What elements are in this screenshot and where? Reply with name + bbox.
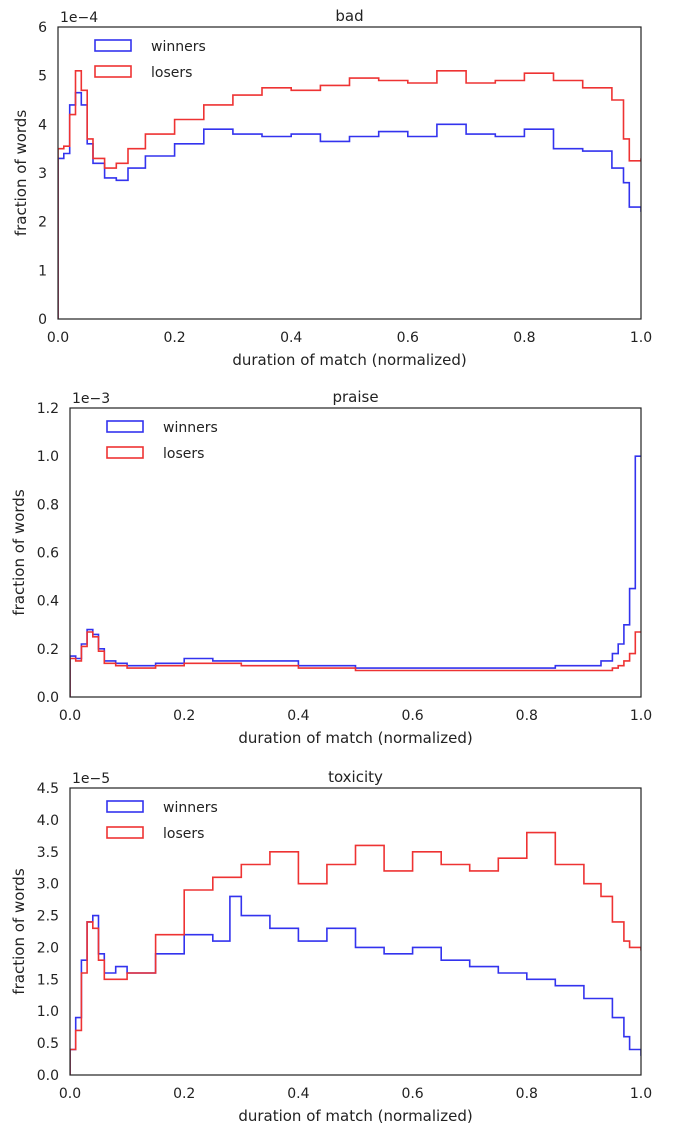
chart-title: praise [332, 388, 378, 406]
x-tick-label: 0.8 [516, 708, 538, 724]
legend-label: losers [163, 446, 204, 462]
legend-label: winners [163, 800, 218, 816]
y-tick-label: 0.0 [37, 1068, 59, 1084]
y-tick-label: 3.0 [37, 877, 59, 893]
y-axis-label: fraction of words [10, 868, 28, 994]
legend-swatch-losers [106, 446, 144, 459]
legend-label: winners [151, 39, 206, 55]
axis-scale-label: 1e−4 [60, 10, 98, 26]
plot-frame [57, 26, 642, 320]
axis-scale-label: 1e−3 [72, 391, 110, 407]
y-tick-label: 2.0 [37, 940, 59, 956]
chart-bad: 0.0 0.2 0.4 0.6 0.8 1.0 0 1 2 3 4 5 6 1e−4 bad duration… [12, 7, 652, 369]
legend: winners losers [94, 39, 206, 81]
plot-frame [69, 407, 642, 698]
x-tick-label: 0.8 [516, 1086, 538, 1102]
x-tick-label: 0.4 [280, 330, 302, 346]
y-tick-label: 4.5 [37, 781, 59, 797]
y-tick-label: 1 [38, 263, 47, 279]
x-tick-label: 1.0 [630, 1086, 652, 1102]
y-tick-label: 0.8 [37, 497, 59, 513]
legend-swatch-losers [94, 65, 132, 78]
y-tick-label: 1.2 [37, 401, 59, 417]
legend: winners losers [106, 420, 218, 462]
legend-label: losers [163, 826, 204, 842]
chart-toxicity: 0.0 0.2 0.4 0.6 0.8 1.0 0.0 0.5 1.0 1.5 2.0 2.5 3.0 3… [10, 768, 652, 1125]
y-axis-label: fraction of words [10, 489, 28, 615]
y-tick-label: 0.5 [37, 1036, 59, 1052]
y-tick-label: 5 [38, 69, 47, 85]
axis-scale-label: 1e−5 [72, 771, 110, 787]
plot-frame [69, 787, 642, 1076]
series-line-winners [70, 455, 641, 697]
series-line-winners [70, 895, 641, 1075]
y-tick-label: 3 [38, 166, 47, 182]
y-tick-label: 0.4 [37, 594, 59, 610]
y-tick-label: 2.5 [37, 909, 59, 925]
x-tick-label: 0.0 [59, 708, 81, 724]
x-tick-label: 0.2 [173, 1086, 195, 1102]
y-tick-label: 0 [38, 312, 47, 328]
y-tick-label: 6 [38, 20, 47, 36]
legend: winners losers [106, 800, 218, 842]
legend-swatch-losers [106, 826, 144, 839]
x-tick-label: 0.4 [287, 1086, 309, 1102]
y-tick-label: 4 [38, 117, 47, 133]
x-tick-label: 0.0 [47, 330, 69, 346]
x-tick-label: 0.2 [173, 708, 195, 724]
series-line-winners [58, 91, 641, 319]
x-tick-label: 0.6 [401, 708, 423, 724]
x-tick-label: 0.0 [59, 1086, 81, 1102]
x-tick-label: 0.6 [397, 330, 419, 346]
legend-swatch-winners [94, 39, 132, 52]
x-axis-label: duration of match (normalized) [238, 729, 472, 747]
x-tick-label: 0.8 [513, 330, 535, 346]
x-axis-label: duration of match (normalized) [238, 1107, 472, 1125]
x-axis-label: duration of match (normalized) [232, 351, 466, 369]
series-line-losers [70, 631, 641, 697]
legend-label: losers [151, 65, 192, 81]
legend-label: winners [163, 420, 218, 436]
chart-praise: 0.0 0.2 0.4 0.6 0.8 1.0 0.0 0.2 0.4 0.6 0.8 1.0 1.2 1… [10, 388, 652, 747]
series-line-losers [70, 831, 641, 1075]
y-tick-label: 1.0 [37, 449, 59, 465]
legend-swatch-winners [106, 800, 144, 813]
y-tick-label: 0.0 [37, 690, 59, 706]
y-tick-label: 3.5 [37, 845, 59, 861]
x-tick-label: 0.4 [287, 708, 309, 724]
chart-title: bad [335, 7, 363, 25]
y-tick-label: 2 [38, 215, 47, 231]
chart-title: toxicity [328, 768, 383, 786]
y-tick-label: 1.0 [37, 1004, 59, 1020]
y-tick-label: 4.0 [37, 813, 59, 829]
legend-swatch-winners [106, 420, 144, 433]
y-axis-label: fraction of words [12, 110, 30, 236]
series-line-losers [58, 70, 641, 319]
x-tick-label: 1.0 [630, 708, 652, 724]
y-tick-label: 0.2 [37, 642, 59, 658]
x-tick-label: 0.6 [401, 1086, 423, 1102]
x-tick-label: 1.0 [630, 330, 652, 346]
x-tick-label: 0.2 [163, 330, 185, 346]
y-tick-label: 0.6 [37, 546, 59, 562]
y-tick-label: 1.5 [37, 972, 59, 988]
